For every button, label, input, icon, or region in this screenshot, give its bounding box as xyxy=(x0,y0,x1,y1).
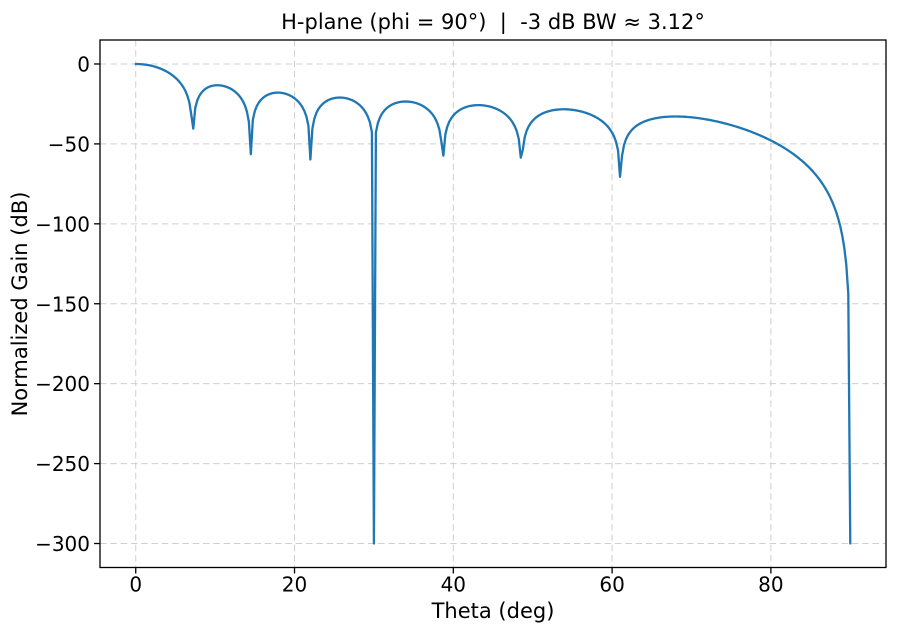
x-tick-label: 0 xyxy=(129,573,142,597)
x-tick-label: 20 xyxy=(282,573,307,597)
grid xyxy=(100,40,886,568)
x-axis-label: Theta (deg) xyxy=(431,599,555,623)
chart-title: H-plane (phi = 90°) | -3 dB BW ≈ 3.12° xyxy=(281,10,705,34)
gain-curve xyxy=(134,62,852,545)
x-tick-label: 60 xyxy=(599,573,624,597)
y-tick-label: −100 xyxy=(35,212,90,236)
y-tick-label: −200 xyxy=(35,372,90,396)
y-tick-label: −150 xyxy=(35,292,90,316)
axes xyxy=(94,39,887,574)
y-tick-label: −250 xyxy=(35,452,90,476)
tick-labels: 0 20 40 60 80 0 −50 −100 −150 −200 −250 −300 xyxy=(35,52,784,596)
y-tick-label: −300 xyxy=(35,532,90,556)
x-tick-label: 80 xyxy=(758,573,783,597)
y-axis-label: Normalized Gain (dB) xyxy=(8,191,32,417)
y-tick-label: 0 xyxy=(77,52,90,76)
x-tick-label: 40 xyxy=(441,573,466,597)
y-tick-label: −50 xyxy=(48,132,90,156)
series-group xyxy=(134,62,852,545)
